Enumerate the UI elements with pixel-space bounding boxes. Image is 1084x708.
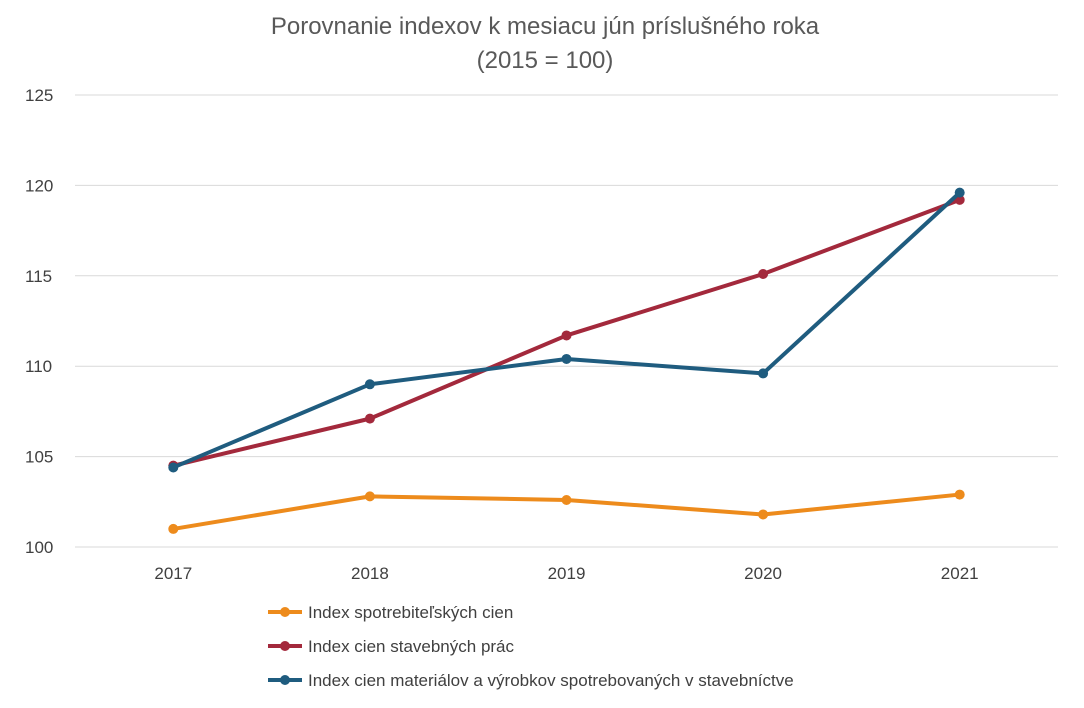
series: [168, 187, 965, 534]
data-point: [364, 379, 375, 390]
series-1: [168, 489, 965, 534]
data-point: [561, 353, 572, 364]
series-2: [168, 194, 965, 471]
chart-subtitle: (2015 = 100): [477, 47, 614, 74]
chart-title: Porovnanie indexov k mesiacu jún prísluš…: [271, 13, 820, 40]
y-tick-label: 105: [25, 448, 53, 467]
x-tick-label: 2020: [744, 564, 782, 583]
data-point: [561, 330, 572, 341]
legend-swatch-marker: [280, 607, 290, 617]
x-tick-label: 2017: [154, 564, 192, 583]
legend-item: Index cien stavebných prác: [268, 637, 515, 656]
gridlines: [75, 94, 1058, 548]
x-axis-ticks: 2017 2018 2019 2020 2021: [154, 564, 978, 583]
data-point: [168, 462, 179, 473]
legend-item: Index cien materiálov a výrobkov spotreb…: [268, 671, 794, 690]
legend-label: Index cien materiálov a výrobkov spotreb…: [308, 671, 794, 690]
legend-label: Index spotrebiteľských cien: [308, 603, 513, 622]
data-point: [561, 494, 572, 505]
y-tick-label: 100: [25, 538, 53, 557]
legend-label: Index cien stavebných prác: [308, 637, 515, 656]
data-point: [954, 489, 965, 500]
data-point: [364, 491, 375, 502]
y-tick-label: 115: [25, 267, 52, 286]
legend-swatch-marker: [280, 675, 290, 685]
data-point: [168, 523, 179, 534]
legend: Index spotrebiteľských cien Index cien st…: [268, 603, 794, 690]
x-tick-label: 2021: [941, 564, 979, 583]
legend-item: Index spotrebiteľských cien: [268, 603, 513, 622]
data-point: [758, 268, 769, 279]
data-point: [954, 187, 965, 198]
data-point: [364, 413, 375, 424]
y-axis-ticks: 100 105 110 115 120 125: [25, 86, 53, 557]
series-3: [168, 187, 965, 473]
data-point: [758, 368, 769, 379]
data-point: [758, 509, 769, 520]
x-tick-label: 2019: [548, 564, 586, 583]
y-tick-label: 110: [25, 357, 52, 376]
x-tick-label: 2018: [351, 564, 389, 583]
series-line: [171, 190, 962, 470]
y-tick-label: 120: [25, 176, 53, 195]
y-tick-label: 125: [25, 86, 53, 105]
legend-swatch-marker: [280, 641, 290, 651]
